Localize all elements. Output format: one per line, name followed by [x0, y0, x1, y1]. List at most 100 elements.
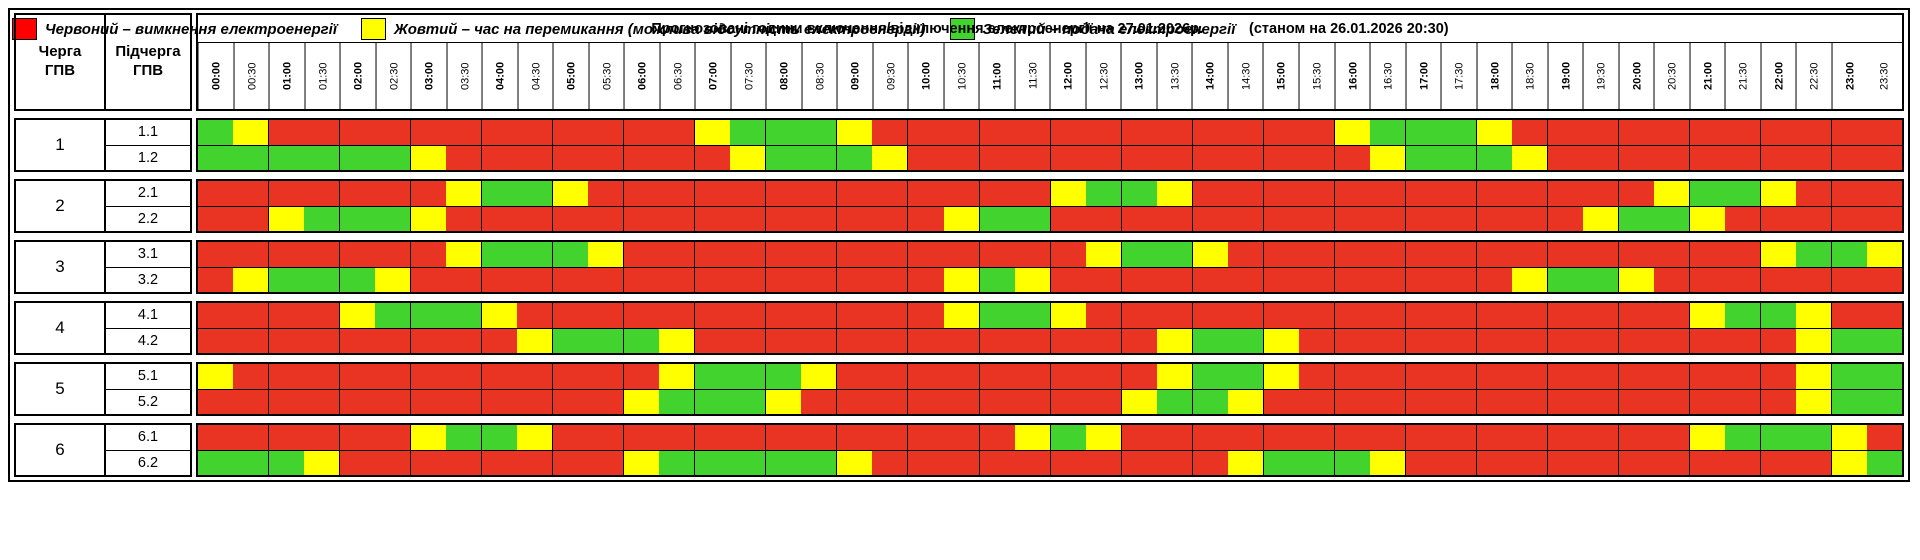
schedule-slot: [943, 389, 979, 414]
hour-cell: [1831, 145, 1903, 170]
schedule-slot: [340, 120, 376, 145]
schedule-slot: [624, 242, 660, 267]
hour-cell: [1120, 145, 1192, 170]
schedule-slot: [411, 389, 447, 414]
schedule-slot: [198, 364, 234, 389]
time-header-cell: 20:30: [1654, 43, 1690, 109]
hour-cell: [1617, 206, 1689, 231]
schedule-slot: [1582, 364, 1618, 389]
hour-cell: [1546, 328, 1618, 353]
time-header-cell: 01:30: [304, 43, 341, 109]
hour-cell: [978, 450, 1050, 475]
hour-cell: [1760, 120, 1832, 145]
schedule-slot: [1298, 303, 1334, 328]
schedule-slot: [1156, 206, 1192, 231]
schedule-slot: [872, 206, 908, 231]
hour-cell: [836, 389, 908, 414]
schedule-slot: [1227, 425, 1263, 450]
schedule-slot: [588, 267, 624, 292]
schedule-slot: [1689, 364, 1726, 389]
subqueue-column: 1.1 1.2: [106, 118, 192, 172]
hour-cell: [836, 267, 908, 292]
schedule-slot: [482, 120, 518, 145]
schedule-slot: [1761, 242, 1797, 267]
hour-cell: [907, 389, 979, 414]
hour-cell: [623, 425, 695, 450]
schedule-slot: [766, 364, 802, 389]
schedule-slot: [1796, 120, 1832, 145]
hour-cell: [1546, 450, 1618, 475]
schedule-slot: [1014, 145, 1050, 170]
hour-cell: [1120, 267, 1192, 292]
schedule-slot: [979, 328, 1015, 353]
hour-cell: [198, 328, 269, 353]
schedule-row-5.1: [198, 364, 1903, 390]
hour-cell: [978, 145, 1050, 170]
schedule-slot: [659, 389, 695, 414]
schedule-slot: [872, 267, 908, 292]
hour-cell: [1546, 267, 1618, 292]
schedule-slot: [588, 206, 624, 231]
schedule-slot: [1867, 364, 1903, 389]
schedule-slot: [1761, 328, 1797, 353]
schedule-slot: [908, 425, 944, 450]
queue-label: 2: [14, 179, 106, 233]
hour-cell: [410, 242, 482, 267]
queue-label: 6: [14, 423, 106, 477]
schedule-slot: [1725, 364, 1761, 389]
schedule-slot: [1192, 120, 1228, 145]
hour-cell: [339, 267, 411, 292]
hour-cell: [1546, 145, 1618, 170]
schedule-slot: [1085, 267, 1121, 292]
schedule-slot: [446, 145, 482, 170]
subqueue-column: 3.1 3.2: [106, 240, 192, 294]
schedule-slot: [304, 206, 340, 231]
schedule-slot: [1192, 145, 1228, 170]
schedule-slot: [766, 303, 802, 328]
schedule-slot: [1298, 267, 1334, 292]
schedule-slot: [1156, 267, 1192, 292]
schedule-slot: [340, 206, 376, 231]
schedule-slot: [801, 303, 837, 328]
time-header-cell: 11:30: [1014, 43, 1051, 109]
schedule-slot: [1156, 303, 1192, 328]
hour-cell: [410, 389, 482, 414]
hour-cell: [410, 120, 482, 145]
schedule-slot: [198, 120, 234, 145]
legend-swatch: [361, 18, 386, 40]
schedule-slot: [517, 364, 553, 389]
schedule-slot: [943, 450, 979, 475]
schedule-slot: [766, 181, 802, 206]
schedule-group-6: 6 6.1 6.2: [14, 423, 1904, 477]
hour-cell: [1262, 389, 1334, 414]
schedule-slot: [1867, 206, 1903, 231]
hour-cell: [1404, 145, 1476, 170]
schedule-slot: [553, 303, 589, 328]
time-header-cell: 14:30: [1227, 43, 1264, 109]
schedule-slot: [1440, 328, 1476, 353]
schedule-slot: [411, 364, 447, 389]
schedule-slot: [1618, 181, 1654, 206]
schedule-slot: [411, 267, 447, 292]
schedule-slot: [1618, 364, 1654, 389]
schedule-slot: [446, 364, 482, 389]
schedule-slot: [1867, 328, 1903, 353]
hour-cell: [1262, 267, 1334, 292]
schedule-slot: [198, 303, 234, 328]
hour-cell: [268, 206, 340, 231]
hour-cell: [1191, 242, 1263, 267]
schedule-slot: [1832, 303, 1868, 328]
hour-cell: [765, 206, 837, 231]
hour-cell: [765, 425, 837, 450]
schedule-slot: [588, 120, 624, 145]
hour-cell: [1262, 120, 1334, 145]
subqueue-label: 5.2: [137, 393, 159, 410]
time-header-cell: 21:30: [1725, 43, 1761, 109]
schedule-slot: [1085, 242, 1121, 267]
schedule-slot: [233, 364, 269, 389]
queue-label: 5: [14, 362, 106, 416]
time-header-cell: 02:00: [340, 43, 376, 109]
hour-cell: [907, 120, 979, 145]
schedule-slot: [1440, 303, 1476, 328]
time-header-cell: 12:00: [1050, 43, 1086, 109]
